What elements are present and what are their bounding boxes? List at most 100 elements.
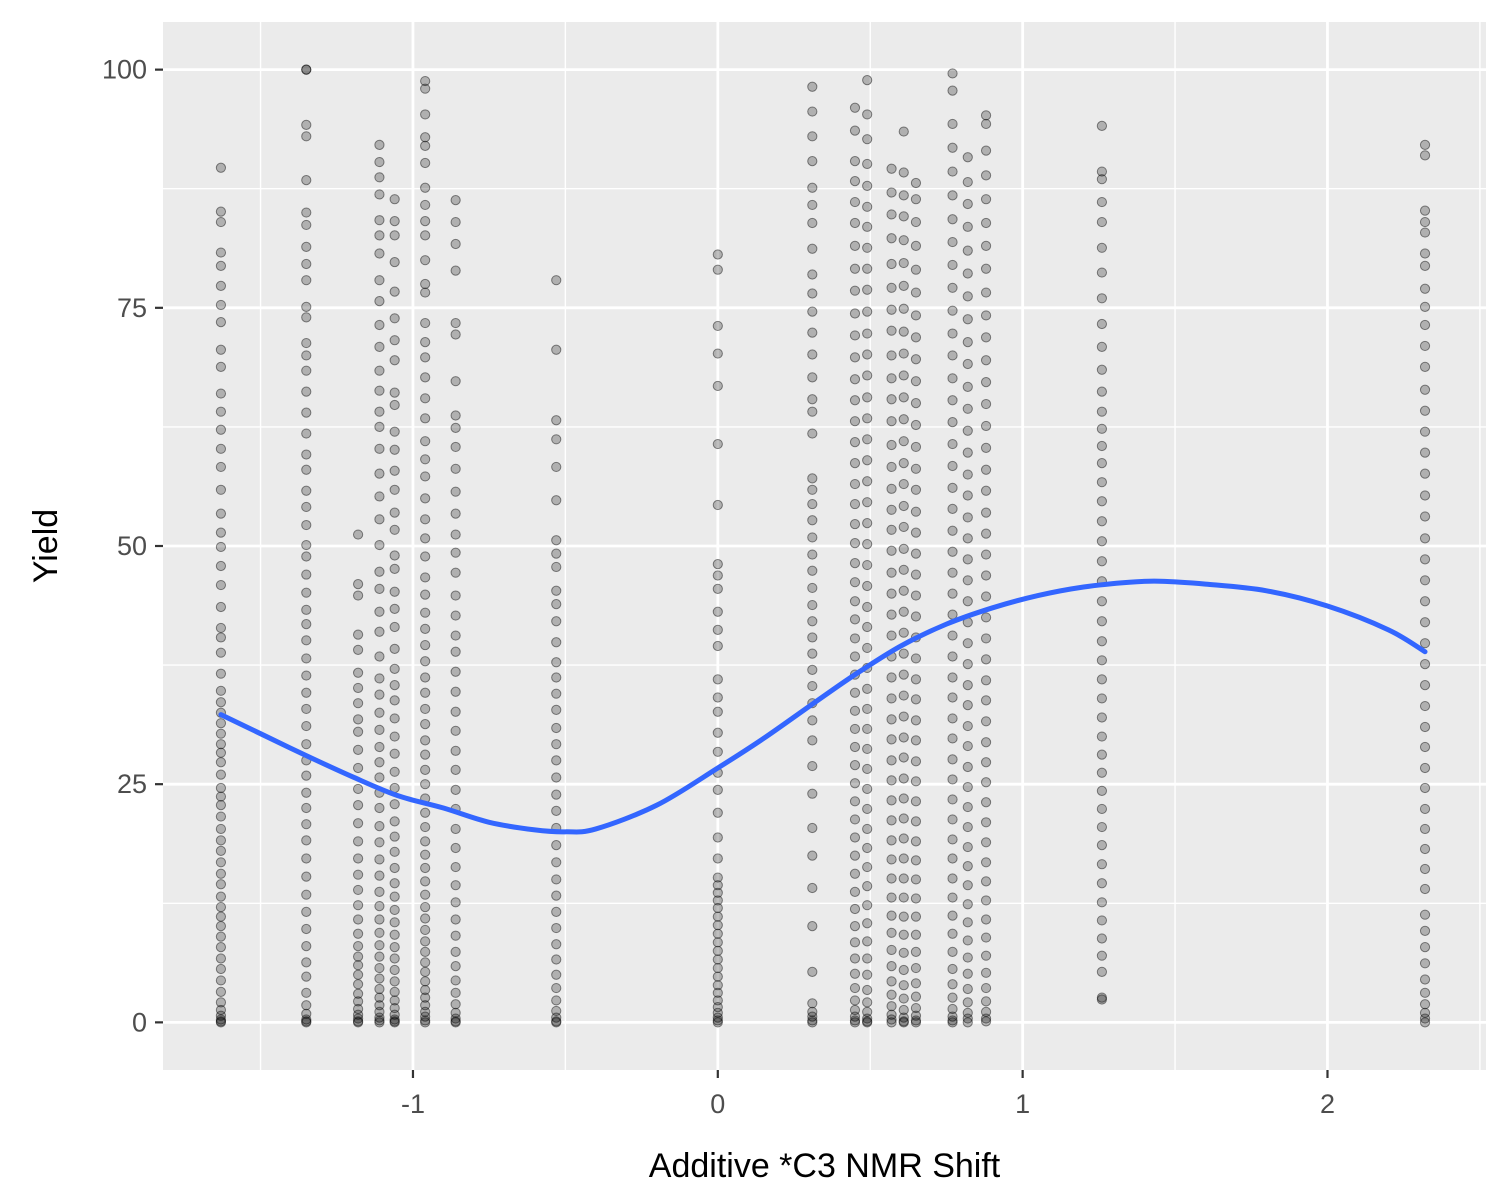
data-point bbox=[712, 945, 723, 957]
data-point bbox=[215, 891, 227, 902]
data-point bbox=[886, 325, 897, 336]
data-point bbox=[862, 601, 873, 613]
data-point bbox=[420, 779, 431, 790]
data-point bbox=[374, 189, 385, 200]
data-point bbox=[301, 464, 312, 475]
data-point bbox=[886, 1001, 897, 1012]
data-point bbox=[1096, 933, 1108, 944]
data-point bbox=[849, 217, 861, 229]
data-point bbox=[980, 967, 992, 978]
data-point bbox=[947, 305, 958, 316]
data-point bbox=[849, 1015, 861, 1026]
data-point bbox=[420, 533, 431, 544]
data-point bbox=[374, 992, 385, 1003]
data-point bbox=[898, 813, 909, 824]
data-point bbox=[962, 314, 973, 325]
data-point bbox=[450, 914, 461, 925]
data-point bbox=[947, 1017, 958, 1028]
data-point bbox=[1419, 1013, 1431, 1024]
data-point bbox=[301, 906, 312, 917]
data-point bbox=[389, 799, 400, 810]
data-point bbox=[947, 166, 958, 177]
data-point bbox=[980, 485, 992, 496]
data-point bbox=[215, 299, 227, 311]
data-point bbox=[910, 962, 922, 974]
data-point bbox=[215, 685, 227, 696]
data-point bbox=[450, 1013, 461, 1024]
data-point bbox=[551, 535, 562, 546]
data-point bbox=[886, 258, 897, 270]
data-point bbox=[374, 772, 385, 783]
data-point bbox=[807, 155, 818, 167]
data-point bbox=[420, 1015, 431, 1026]
data-point bbox=[849, 330, 861, 341]
data-point bbox=[215, 1014, 227, 1025]
data-point bbox=[551, 939, 562, 950]
data-point bbox=[849, 633, 861, 644]
data-point bbox=[1419, 248, 1431, 259]
data-point bbox=[886, 504, 897, 515]
data-point bbox=[712, 880, 723, 891]
data-point bbox=[1419, 843, 1431, 855]
data-point bbox=[420, 572, 431, 583]
data-point bbox=[910, 354, 922, 365]
data-point bbox=[712, 1007, 723, 1018]
major-gridlines bbox=[163, 22, 1486, 1070]
data-point bbox=[389, 976, 400, 987]
data-point bbox=[980, 633, 992, 644]
data-point bbox=[862, 803, 873, 815]
data-point bbox=[374, 248, 385, 259]
data-point bbox=[1096, 731, 1108, 742]
data-point bbox=[898, 669, 909, 680]
data-point bbox=[898, 853, 909, 864]
data-point bbox=[980, 194, 992, 205]
data-point bbox=[898, 964, 909, 976]
x-axis-title: Additive *C3 NMR Shift bbox=[649, 1147, 1001, 1185]
data-point bbox=[374, 886, 385, 897]
data-point bbox=[807, 269, 818, 280]
data-point bbox=[551, 495, 562, 506]
data-point bbox=[215, 1016, 227, 1027]
data-point bbox=[807, 882, 818, 894]
data-point bbox=[962, 740, 973, 752]
data-point bbox=[1419, 823, 1431, 835]
data-point bbox=[420, 836, 431, 847]
data-point bbox=[947, 68, 958, 79]
data-point bbox=[1419, 533, 1431, 544]
data-point bbox=[450, 216, 461, 228]
data-point bbox=[980, 310, 992, 321]
data-point bbox=[301, 337, 312, 349]
data-point bbox=[910, 816, 922, 827]
data-point bbox=[551, 704, 562, 715]
data-point bbox=[898, 392, 909, 403]
data-point bbox=[301, 703, 312, 715]
data-point bbox=[712, 640, 723, 652]
data-point bbox=[389, 387, 400, 398]
data-point bbox=[712, 583, 723, 594]
data-point bbox=[910, 1010, 922, 1021]
data-point bbox=[215, 997, 227, 1008]
data-point bbox=[849, 458, 861, 469]
data-point bbox=[1419, 260, 1431, 271]
data-point bbox=[862, 683, 873, 695]
data-point bbox=[886, 461, 897, 473]
data-point bbox=[712, 1015, 723, 1026]
data-point bbox=[301, 207, 312, 218]
data-point bbox=[849, 478, 861, 490]
data-point bbox=[1096, 897, 1108, 908]
data-point bbox=[352, 928, 364, 939]
data-point bbox=[551, 874, 562, 885]
data-point bbox=[849, 1017, 861, 1028]
data-point bbox=[910, 653, 922, 664]
data-point bbox=[374, 927, 385, 938]
data-point bbox=[352, 682, 364, 694]
data-point bbox=[374, 689, 385, 700]
data-point bbox=[862, 328, 873, 339]
data-point bbox=[215, 668, 227, 679]
data-point bbox=[301, 131, 312, 142]
data-point bbox=[886, 944, 897, 956]
data-point bbox=[389, 846, 400, 857]
data-point bbox=[947, 214, 958, 225]
data-point bbox=[898, 126, 909, 137]
data-point bbox=[807, 648, 818, 659]
